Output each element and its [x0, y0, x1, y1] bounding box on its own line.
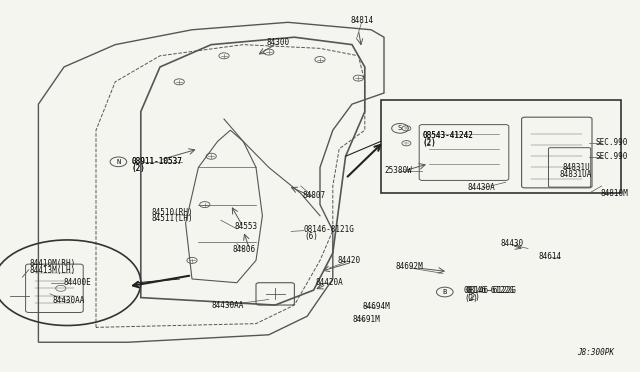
- Text: 84614: 84614: [539, 252, 562, 261]
- Text: B: B: [443, 289, 447, 295]
- Text: 84810M: 84810M: [600, 189, 628, 198]
- Text: 84430: 84430: [500, 239, 524, 248]
- Text: 84691M: 84691M: [352, 315, 380, 324]
- Text: 08543-41242: 08543-41242: [422, 131, 473, 140]
- Text: 84692M: 84692M: [396, 262, 424, 271]
- Text: (2): (2): [464, 294, 478, 303]
- Text: 84400E: 84400E: [64, 278, 92, 287]
- Text: (2): (2): [422, 138, 436, 147]
- Text: 08146-6122G: 08146-6122G: [466, 286, 516, 295]
- Text: 84510(RH): 84510(RH): [152, 208, 194, 217]
- Text: 84806: 84806: [233, 245, 256, 254]
- Text: 84430A: 84430A: [467, 183, 495, 192]
- Text: (2): (2): [131, 164, 145, 173]
- Text: N: N: [116, 159, 120, 165]
- Text: 84553: 84553: [235, 222, 258, 231]
- Text: 84831U: 84831U: [562, 163, 590, 172]
- Text: (6): (6): [304, 232, 318, 241]
- Text: S: S: [398, 125, 402, 131]
- Text: 84413M(LH): 84413M(LH): [30, 266, 76, 275]
- Text: 25380W: 25380W: [384, 166, 412, 175]
- Text: 84814: 84814: [350, 16, 373, 25]
- Text: (2): (2): [131, 164, 145, 173]
- Text: 84300: 84300: [267, 38, 290, 47]
- Text: 08146-6122G: 08146-6122G: [464, 286, 515, 295]
- Text: 84420: 84420: [337, 256, 360, 265]
- Text: 84430AA: 84430AA: [53, 296, 85, 305]
- Text: 08911-10537: 08911-10537: [131, 157, 182, 166]
- Text: 84694M: 84694M: [362, 302, 390, 311]
- Text: 84430AA: 84430AA: [211, 301, 243, 310]
- Text: 08146-8121G: 08146-8121G: [304, 225, 355, 234]
- Text: 84511(LH): 84511(LH): [152, 214, 194, 223]
- Text: SEC.990: SEC.990: [595, 138, 627, 147]
- Text: 84410M(RH): 84410M(RH): [30, 259, 76, 268]
- Text: 08911-10537: 08911-10537: [131, 157, 182, 166]
- Text: J8:300PK: J8:300PK: [577, 348, 614, 357]
- Text: SEC.990: SEC.990: [595, 153, 627, 161]
- Text: 84831UA: 84831UA: [560, 170, 592, 179]
- Text: 84420A: 84420A: [316, 278, 344, 287]
- Text: 08543-41242: 08543-41242: [422, 131, 473, 140]
- Text: 84807: 84807: [302, 191, 325, 200]
- Text: (2): (2): [466, 293, 480, 302]
- Text: (2): (2): [422, 139, 436, 148]
